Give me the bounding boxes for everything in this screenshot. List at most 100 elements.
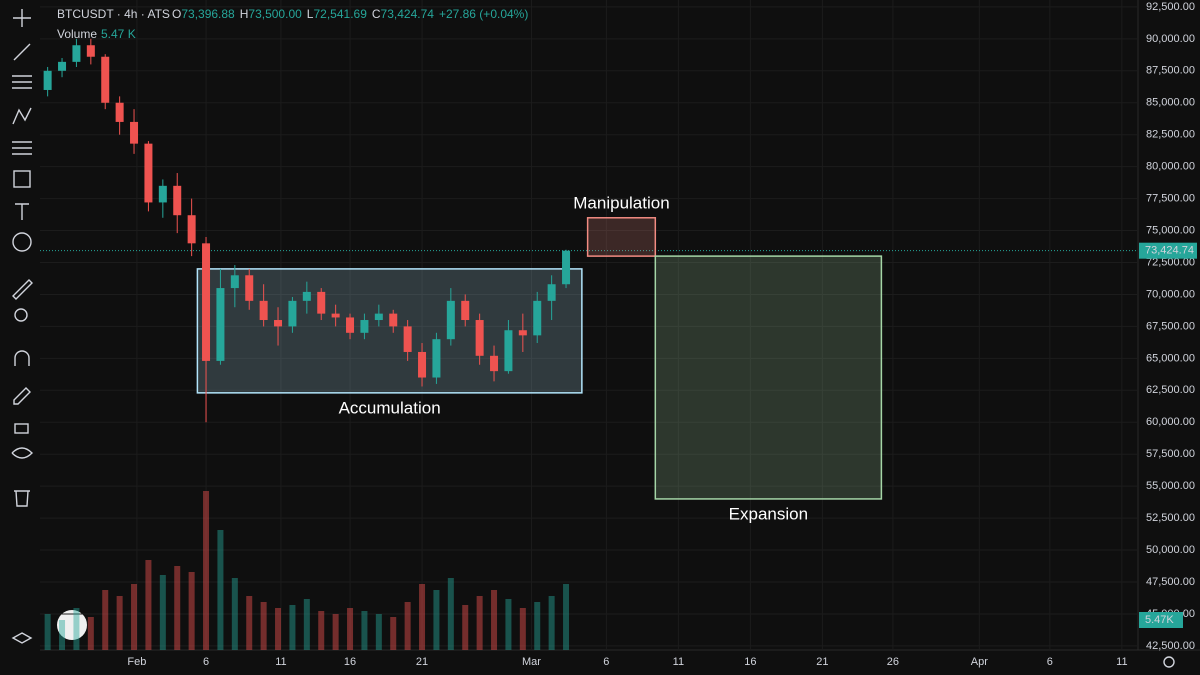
volume-bar	[87, 617, 94, 650]
volume-bar	[491, 590, 498, 650]
volume-label: Volume	[57, 27, 97, 41]
ohlc-text: 73,424.74	[381, 7, 435, 21]
candle-body	[43, 70, 52, 90]
ohlc-text: L	[307, 7, 314, 21]
candle-body	[475, 320, 484, 356]
volume-bar	[390, 617, 397, 650]
volume-bar	[361, 611, 368, 650]
magnet-tool[interactable]	[14, 350, 30, 366]
y-tick-label: 47,500.00	[1146, 576, 1195, 588]
candle-body	[547, 284, 556, 301]
volume-bar	[375, 614, 382, 650]
trend-line-tool[interactable]	[13, 43, 31, 61]
candle-body	[389, 313, 398, 327]
measure-tool[interactable]	[12, 279, 33, 300]
volume-bar	[563, 584, 570, 650]
volume-value: 5.47 K	[101, 27, 136, 41]
y-tick-label: 42,500.00	[1146, 640, 1195, 652]
y-tick-label: 57,500.00	[1146, 448, 1195, 460]
fib-tool[interactable]	[12, 75, 32, 89]
candle-body	[518, 330, 527, 336]
candle-body	[302, 291, 311, 301]
zone-label: Accumulation	[339, 398, 441, 417]
volume-bar	[519, 608, 526, 650]
y-tick-label: 70,000.00	[1146, 288, 1195, 300]
candle-body	[346, 317, 355, 333]
candle-body	[274, 320, 283, 327]
x-tick-label: Feb	[127, 656, 146, 668]
volume-bar	[246, 596, 253, 650]
forecast-tool[interactable]	[12, 141, 32, 155]
lock-tool[interactable]	[14, 423, 29, 434]
candle-body	[317, 291, 326, 314]
candle-body	[130, 121, 139, 144]
volume-bar	[203, 491, 210, 650]
zone-box	[196, 268, 583, 394]
settings[interactable]	[1163, 656, 1175, 668]
x-tick-label: 11	[673, 656, 684, 668]
volume-bar	[145, 560, 152, 650]
zoom-tool[interactable]	[14, 308, 28, 322]
shape-tool[interactable]	[13, 170, 31, 188]
volume-bar	[534, 602, 541, 650]
emoji-tool[interactable]	[12, 232, 32, 252]
last-price-badge	[1139, 242, 1197, 259]
candle-body	[259, 300, 268, 321]
y-tick-label: 82,500.00	[1146, 129, 1195, 141]
volume-bar	[318, 611, 325, 650]
candle-body	[202, 243, 211, 361]
volume-bar	[159, 575, 166, 650]
ohlc-text: C	[372, 7, 381, 21]
last-volume-badge	[1139, 612, 1183, 628]
x-tick-label: 21	[416, 656, 428, 668]
volume-bar	[59, 620, 66, 650]
candle-body	[288, 300, 297, 327]
volume-bar	[188, 572, 195, 650]
volume-bar	[131, 584, 138, 650]
y-tick-label: 65,000.00	[1146, 352, 1195, 364]
y-tick-label: 55,000.00	[1146, 480, 1195, 492]
y-tick-label: 80,000.00	[1146, 161, 1195, 173]
x-tick-label: 11	[1116, 656, 1127, 668]
candle-body	[418, 351, 427, 378]
text-tool[interactable]	[15, 203, 29, 220]
volume-bar	[332, 614, 339, 650]
volume-bar	[174, 566, 181, 650]
last-price-label: 73,424.74	[1145, 245, 1194, 257]
candle-body	[562, 250, 571, 285]
candle-body	[533, 300, 542, 336]
x-tick-label: 16	[344, 656, 356, 668]
zone-label: Expansion	[729, 504, 808, 523]
volume-bar	[505, 599, 512, 650]
candle-body	[187, 215, 196, 244]
volume-bar	[275, 608, 282, 650]
lock-draw-tool[interactable]	[13, 387, 31, 405]
volume-bar	[548, 596, 555, 650]
volume-bar	[476, 596, 483, 650]
x-tick-label: 16	[744, 656, 756, 668]
volume-bar	[102, 590, 109, 650]
candle-body	[446, 300, 455, 340]
layers-tool[interactable]	[11, 632, 33, 644]
x-tick-label: Mar	[522, 656, 541, 668]
hide-tool[interactable]	[11, 447, 33, 459]
delete-tool[interactable]	[14, 490, 30, 507]
volume-bar	[433, 590, 440, 650]
candle-body	[504, 330, 513, 372]
candle-body	[331, 313, 340, 318]
toolbar[interactable]	[11, 9, 87, 644]
y-tick-label: 60,000.00	[1146, 416, 1195, 428]
candle-body	[115, 102, 124, 122]
candle-body	[216, 288, 225, 361]
candle-body	[432, 339, 441, 378]
candle-body	[461, 300, 470, 321]
ohlc-text: 73,500.00	[248, 7, 302, 21]
x-tick-label: Apr	[971, 656, 988, 668]
volume-bar	[447, 578, 454, 650]
y-tick-label: 85,000.00	[1146, 97, 1195, 109]
tv-logo[interactable]	[57, 610, 87, 640]
volume-bar	[419, 584, 426, 650]
pattern-tool[interactable]	[12, 107, 32, 125]
